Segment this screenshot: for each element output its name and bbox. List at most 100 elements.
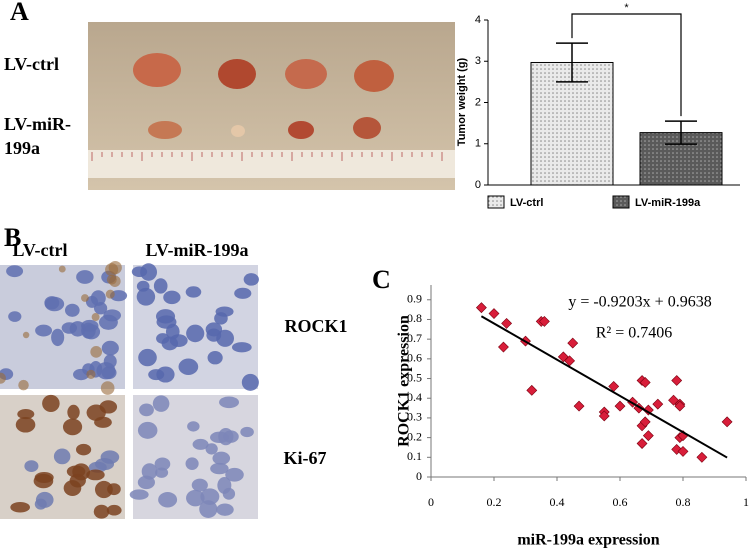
- nucleus: [94, 480, 113, 499]
- stain: [109, 275, 121, 287]
- column-label: LV-ctrl: [13, 240, 68, 260]
- nucleus: [96, 362, 116, 380]
- equation: y = -0.9203x + 0.9638: [568, 294, 711, 311]
- nucleus: [216, 503, 234, 516]
- y-tick-label: 0.8: [407, 311, 422, 325]
- nucleus: [222, 487, 236, 500]
- nucleus: [15, 416, 36, 433]
- point: [501, 317, 513, 329]
- row-label: Ki-67: [284, 448, 327, 468]
- nucleus: [10, 502, 30, 513]
- stain: [86, 369, 96, 379]
- nucleus: [73, 368, 90, 381]
- nucleus: [178, 358, 199, 375]
- nucleus: [206, 328, 222, 342]
- nucleus: [241, 373, 259, 391]
- point: [639, 416, 651, 428]
- nucleus: [53, 448, 71, 465]
- nucleus: [86, 469, 105, 481]
- nucleus: [99, 400, 118, 414]
- stain: [22, 331, 30, 339]
- x-axis-title: miR-199a expression: [517, 532, 659, 549]
- row-label: LV-ctrl: [4, 54, 59, 74]
- ihc-image: [0, 261, 128, 395]
- nucleus: [17, 409, 35, 420]
- y-tick-label: 0.7: [407, 331, 422, 345]
- point: [526, 384, 538, 396]
- nucleus: [139, 403, 154, 417]
- nucleus: [66, 465, 86, 478]
- nucleus: [215, 306, 234, 317]
- nucleus: [33, 473, 54, 489]
- point: [671, 444, 683, 455]
- y-tick-label: 3: [475, 55, 481, 67]
- nucleus: [200, 488, 220, 505]
- nucleus: [51, 328, 65, 347]
- panel-label: B: [4, 223, 21, 252]
- point: [573, 400, 585, 412]
- y-tick-label: 0: [475, 179, 481, 191]
- nucleus: [186, 324, 205, 343]
- y-tick-label: 0.1: [407, 449, 422, 463]
- error-bar: [665, 120, 697, 145]
- stain: [58, 265, 66, 273]
- point: [598, 410, 610, 422]
- point: [677, 445, 689, 457]
- tumor-photo: [88, 22, 455, 190]
- ihc-image: [129, 395, 258, 519]
- point: [557, 351, 569, 363]
- point: [671, 375, 683, 386]
- nucleus: [76, 270, 94, 284]
- nucleus: [156, 366, 175, 383]
- nucleus: [129, 489, 149, 500]
- row-label: LV-miR-199a: [4, 114, 71, 158]
- nucleus: [64, 303, 80, 317]
- error-bar: [556, 42, 588, 83]
- nucleus: [199, 500, 218, 518]
- x-tick-label: 0: [428, 495, 434, 509]
- nucleus: [240, 426, 254, 438]
- nucleus: [185, 286, 202, 298]
- nucleus: [85, 295, 99, 308]
- nucleus: [93, 504, 110, 519]
- point: [652, 398, 664, 410]
- nucleus: [136, 287, 156, 306]
- stain: [18, 379, 29, 391]
- nucleus: [80, 319, 99, 332]
- nucleus: [35, 324, 53, 337]
- row-label: ROCK1: [285, 316, 348, 336]
- point: [639, 377, 651, 388]
- point: [488, 308, 500, 319]
- nucleus: [67, 404, 80, 420]
- nucleus: [6, 265, 24, 278]
- nucleus: [103, 309, 122, 322]
- nucleus: [106, 504, 122, 516]
- y-axis-title: ROCK1 expression: [396, 315, 413, 447]
- nucleus: [100, 450, 120, 464]
- nucleus: [210, 431, 229, 443]
- nucleus: [192, 438, 209, 450]
- point: [567, 337, 579, 349]
- nucleus: [156, 315, 177, 329]
- nucleus: [185, 457, 199, 470]
- stain: [81, 294, 89, 302]
- stain: [91, 313, 100, 322]
- legend-label: LV-ctrl: [510, 197, 543, 209]
- nucleus: [137, 475, 155, 490]
- nucleus: [44, 296, 60, 310]
- point: [642, 430, 654, 442]
- nucleus: [93, 302, 108, 315]
- nucleus: [210, 462, 229, 475]
- x-tick-label: 0.8: [676, 495, 691, 509]
- trendline: [480, 315, 728, 459]
- column-label: LV-miR-199a: [146, 240, 249, 260]
- stain: [0, 372, 6, 384]
- x-tick-label: 0.4: [550, 495, 565, 509]
- y-tick-label: 0.3: [407, 410, 422, 424]
- panel-label: C: [372, 265, 391, 294]
- significance-label: *: [624, 2, 629, 14]
- point: [614, 400, 626, 412]
- y-tick-label: 0.2: [407, 429, 422, 443]
- legend-label: LV-miR-199a: [635, 197, 701, 209]
- nucleus: [219, 396, 240, 409]
